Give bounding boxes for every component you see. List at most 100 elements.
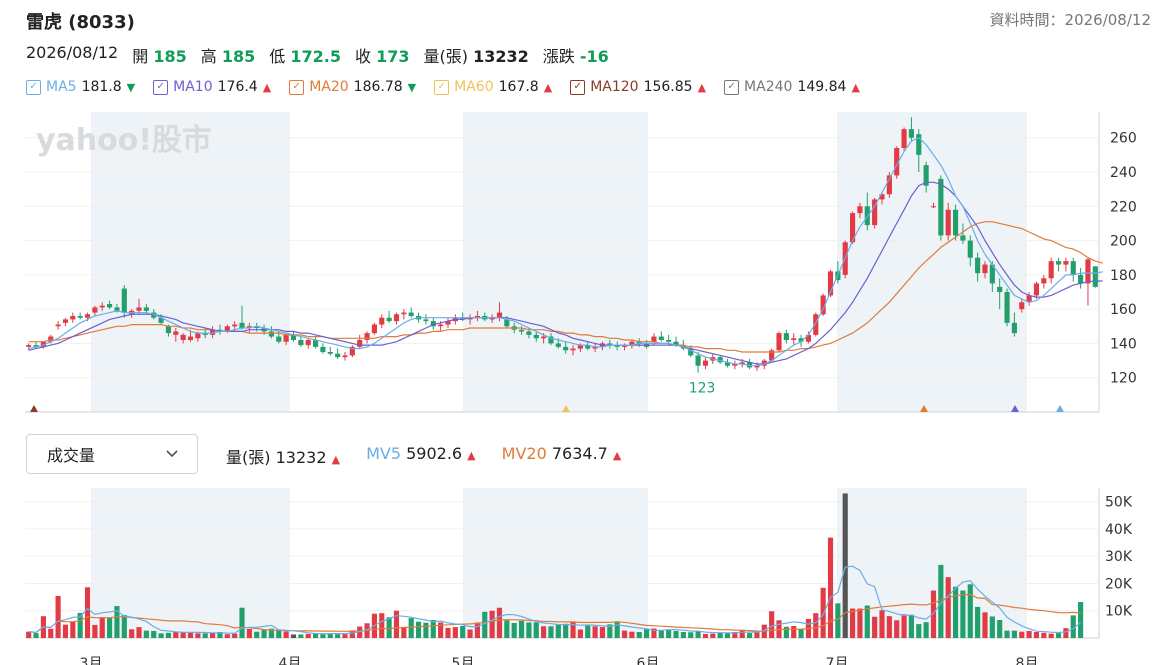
candle	[695, 355, 701, 366]
chg-label: 漲跌	[542, 47, 575, 66]
candle	[1019, 302, 1025, 310]
volume-stats: 量(張) 13232 ▲ MV5 5902.6 ▲ MV20 7634.7 ▲	[226, 444, 621, 468]
volume-bar	[894, 620, 900, 638]
ma-legend-item-ma20[interactable]: ✓ MA20 186.78 ▼	[289, 79, 416, 95]
y-tick-label: 40K	[1105, 522, 1133, 538]
candle	[651, 336, 657, 342]
volume-bar	[55, 596, 61, 638]
volume-chart[interactable]: 10K 20K 30K 40K 50K 3月 4月 5月 6月 7月 8月	[0, 488, 1167, 665]
volume-bar	[268, 628, 275, 638]
up-arrow-icon: ▲	[543, 80, 553, 94]
up-arrow-icon: ▲	[331, 453, 341, 466]
x-tick-label: 6月	[637, 656, 660, 665]
mv20-value: 7634.7	[551, 444, 608, 463]
candle	[460, 317, 466, 320]
candle	[158, 317, 164, 323]
volume-bar	[246, 629, 252, 638]
volume-bar	[33, 633, 39, 638]
volume-bar	[1048, 633, 1054, 638]
volume-bar	[533, 622, 539, 638]
up-arrow-icon: ▲	[851, 80, 860, 94]
candle	[386, 317, 392, 322]
volume-bar	[511, 623, 517, 638]
volume-bar	[415, 621, 422, 638]
candle	[393, 314, 400, 322]
volume-bar	[658, 630, 664, 638]
checkbox-icon[interactable]: ✓	[724, 79, 740, 95]
candle	[276, 336, 282, 342]
candle	[585, 345, 591, 349]
volume-bar	[563, 623, 569, 638]
candle	[555, 343, 561, 347]
volume-bar	[1033, 632, 1040, 638]
candle	[1070, 261, 1076, 275]
candle	[1055, 261, 1062, 265]
checkbox-icon[interactable]: ✓	[289, 79, 305, 95]
candle	[702, 360, 709, 366]
checkbox-icon[interactable]: ✓	[26, 79, 41, 95]
volume-bar	[261, 629, 267, 638]
ma-name: MA5	[46, 79, 77, 95]
volume-bar	[77, 612, 83, 638]
indicator-select[interactable]: 成交量	[26, 434, 198, 474]
ma-name: MA10	[173, 79, 213, 95]
candle	[886, 175, 892, 195]
low-annotation: 123	[689, 381, 716, 397]
volume-bar	[952, 586, 959, 638]
volume-bar	[452, 627, 458, 638]
low-label: 低	[269, 47, 286, 66]
checkbox-icon[interactable]: ✓	[153, 79, 169, 95]
volume-bar	[445, 627, 451, 638]
ma-legend-item-ma5[interactable]: ✓ MA5 181.8 ▼	[26, 79, 135, 95]
checkbox-icon[interactable]: ✓	[570, 79, 586, 95]
quote-bar: 2026/08/12 開 185 高 185 低 172.5 收 173 量(張…	[26, 43, 609, 67]
candle	[805, 334, 812, 342]
ma-marker-icon	[920, 405, 928, 412]
candle	[901, 129, 907, 148]
volume-bar	[1004, 630, 1010, 638]
chg-value: -16	[579, 47, 609, 66]
candle	[724, 362, 731, 366]
mv5-value: 5902.6	[406, 444, 463, 463]
checkbox-icon[interactable]: ✓	[434, 79, 450, 95]
candle	[62, 319, 69, 323]
x-tick-label: 5月	[452, 656, 475, 665]
candle	[636, 341, 642, 344]
candle	[92, 307, 98, 313]
month-band	[91, 112, 290, 412]
up-arrow-icon: ▲	[697, 80, 707, 94]
mv5-stat: MV5 5902.6 ▲	[366, 444, 476, 468]
candle	[908, 129, 914, 138]
volume-bar	[585, 624, 591, 638]
candle	[232, 324, 238, 327]
candle	[423, 319, 429, 322]
volume-bar	[813, 613, 819, 638]
volume-bar	[62, 624, 69, 638]
volume-bar	[717, 632, 723, 638]
up-arrow-icon: ▲	[612, 449, 622, 462]
candle	[48, 336, 54, 342]
low-value: 172.5	[290, 47, 341, 66]
volume-bar	[460, 626, 466, 638]
ma-legend-item-ma10[interactable]: ✓ MA10 176.4 ▲	[153, 79, 271, 95]
candle	[401, 312, 407, 315]
volume-bar	[401, 626, 407, 638]
candle	[747, 362, 753, 368]
volume-bar	[842, 493, 848, 638]
volume-bar	[599, 627, 606, 638]
candle	[872, 199, 878, 226]
candle	[474, 316, 480, 318]
volume-bar	[210, 632, 216, 638]
y-tick-label: 140	[1110, 336, 1137, 352]
candle	[379, 317, 385, 325]
volume-bar	[908, 614, 914, 638]
ma-legend-item-ma60[interactable]: ✓ MA60 167.8 ▲	[434, 79, 552, 95]
price-chart[interactable]: 120 140 160 180 200 220 240 260 yahoo!股市 272 123	[0, 112, 1167, 416]
candle	[1078, 274, 1084, 284]
ma-legend-item-ma240[interactable]: ✓ MA240 149.84 ▲	[724, 79, 860, 95]
candle	[283, 334, 289, 342]
volume-bar	[901, 614, 907, 638]
ma-legend-item-ma120[interactable]: ✓ MA120 156.85 ▲	[570, 79, 706, 95]
y-tick-label: 50K	[1105, 495, 1133, 511]
open-value: 185	[153, 47, 187, 66]
